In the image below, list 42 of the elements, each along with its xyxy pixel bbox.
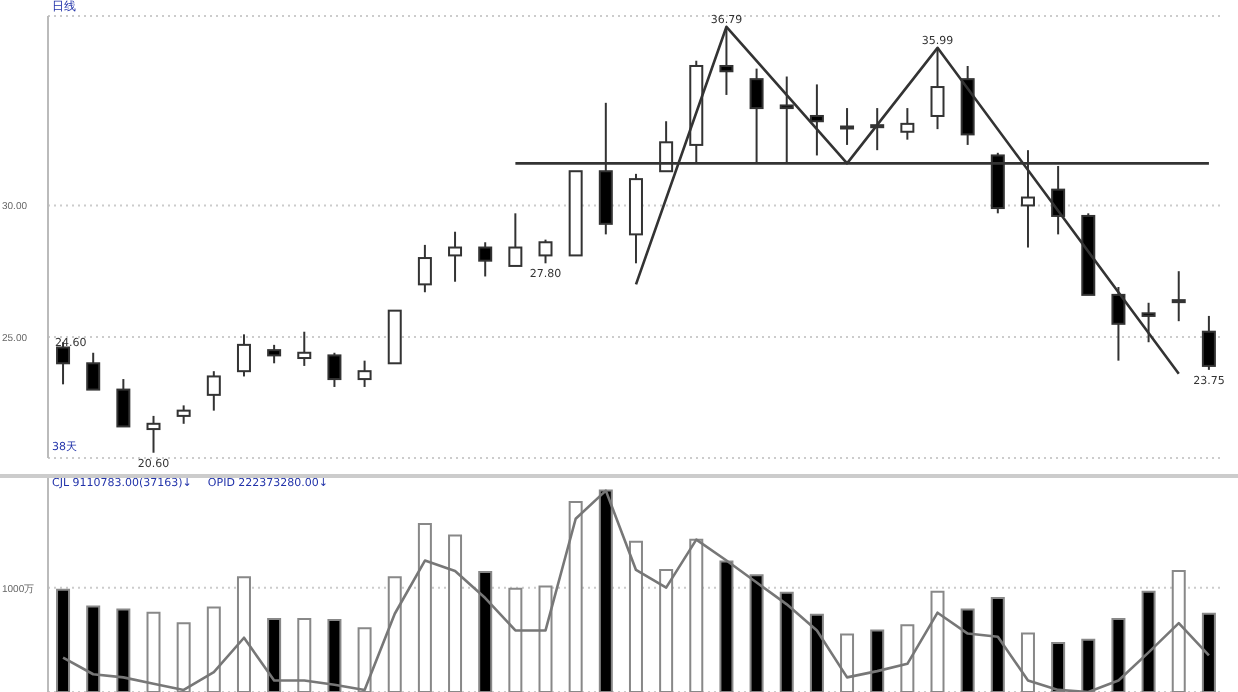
candlestick <box>417 243 432 294</box>
candlestick <box>176 404 191 425</box>
bar <box>779 591 794 692</box>
bar <box>809 613 824 692</box>
bar <box>1201 612 1216 692</box>
candlestick <box>267 343 282 365</box>
bar <box>1111 617 1126 692</box>
bar <box>86 605 101 692</box>
bar <box>598 489 613 692</box>
candlestick <box>508 212 523 267</box>
bar <box>990 597 1005 692</box>
candlestick <box>900 107 915 141</box>
bar <box>1141 590 1156 692</box>
candlestick <box>1201 314 1216 371</box>
candlestick <box>146 414 161 454</box>
candlestick <box>116 378 131 428</box>
candlestick <box>327 351 342 388</box>
bar <box>267 617 282 692</box>
bar <box>870 629 885 692</box>
bar <box>116 608 131 692</box>
candlestick <box>86 351 101 391</box>
candlestick <box>1111 285 1126 362</box>
candlestick <box>840 107 855 146</box>
candlestick <box>809 83 824 157</box>
bar <box>56 588 71 692</box>
candlestick <box>206 370 221 412</box>
bar <box>749 574 764 692</box>
bar <box>1081 638 1096 692</box>
candlestick <box>478 241 493 278</box>
bar <box>719 560 734 692</box>
candlestick <box>297 330 312 367</box>
candlestick <box>1171 270 1186 323</box>
candlestick <box>1141 301 1156 344</box>
candlestick <box>930 46 945 131</box>
candlestick <box>448 230 463 283</box>
bar <box>327 619 342 692</box>
bar <box>478 571 493 692</box>
candlestick <box>538 238 553 265</box>
candlestick <box>357 359 372 388</box>
candlestick <box>236 333 251 378</box>
bar <box>1051 641 1066 692</box>
bar <box>960 608 975 692</box>
